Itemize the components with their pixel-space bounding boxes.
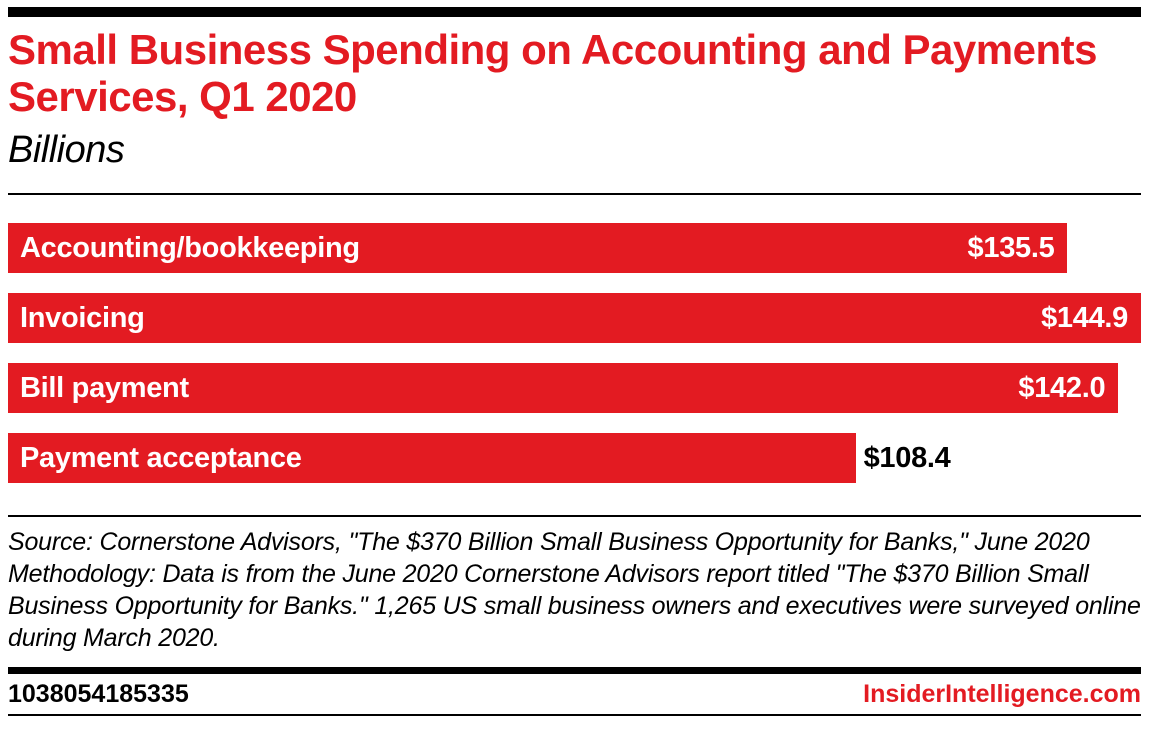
chart-id: 1038054185335 (8, 680, 189, 709)
notes-block: Source: Cornerstone Advisors, "The $370 … (8, 526, 1141, 654)
bar: Payment acceptance (8, 433, 856, 484)
chart-title: Small Business Spending on Accounting an… (8, 26, 1097, 120)
bar-category-label: Invoicing (20, 301, 145, 334)
bottom-rule (8, 714, 1141, 717)
bar-row: Accounting/bookkeeping $135.5 (8, 223, 1141, 274)
bar-row: Bill payment $142.0 (8, 363, 1141, 414)
divider-below-chart (8, 515, 1141, 518)
source-note: Source: Cornerstone Advisors, "The $370 … (8, 528, 1090, 557)
bar-row: Payment acceptance $108.4 (8, 433, 1141, 484)
brand-wordmark: InsiderIntelligence.com (863, 680, 1141, 709)
divider-above-chart (8, 193, 1141, 196)
bar-value-label: $135.5 (967, 231, 1055, 264)
bar-category-label: Bill payment (20, 371, 189, 404)
bar-row: Invoicing $144.9 (8, 293, 1141, 344)
bar-value-label: $142.0 (1018, 371, 1106, 404)
footer: 1038054185335 InsiderIntelligence.com (8, 674, 1141, 714)
bar-value-label: $108.4 (863, 441, 951, 474)
bar: Invoicing $144.9 (8, 293, 1141, 344)
footer-rule (8, 667, 1141, 675)
bar: Accounting/bookkeeping $135.5 (8, 223, 1068, 274)
bar-value-label: $144.9 (1041, 301, 1128, 334)
bar-category-label: Accounting/bookkeeping (20, 231, 360, 264)
chart-subtitle: Billions (8, 129, 125, 172)
bar-chart: Accounting/bookkeeping $135.5 Invoicing $14… (8, 223, 1141, 484)
top-rule (8, 7, 1141, 17)
bar: Bill payment $142.0 (8, 363, 1119, 414)
methodology-note: Methodology: Data is from the June 2020 … (8, 560, 1141, 653)
bar-category-label: Payment acceptance (20, 441, 302, 474)
